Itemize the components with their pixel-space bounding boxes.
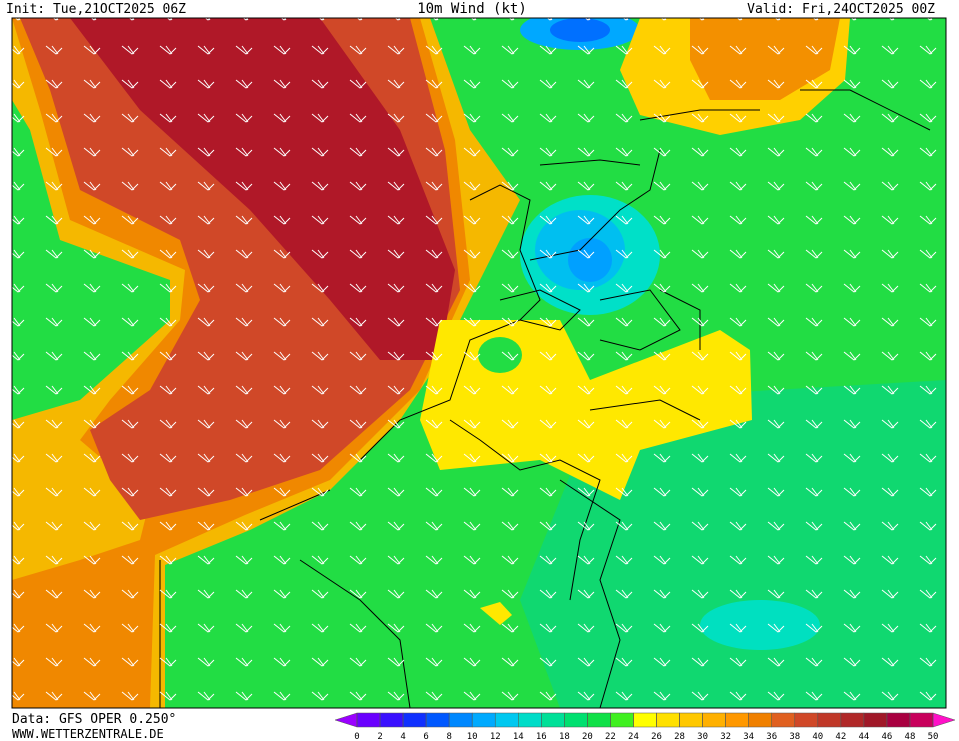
colorbar-label: 10 <box>467 732 478 741</box>
colorbar-swatch <box>909 712 934 728</box>
colorbar-swatch <box>656 712 680 728</box>
colorbar-label: 6 <box>423 732 428 741</box>
map-title: 10m Wind (kt) <box>417 1 527 17</box>
colorbar-swatch <box>425 712 450 728</box>
colorbar-swatch <box>448 712 473 728</box>
colorbar-label: 36 <box>766 732 777 741</box>
colorbar-swatch <box>725 712 749 728</box>
site-credit: WWW.WETTERZENTRALE.DE <box>12 727 164 741</box>
colorbar-label: 44 <box>858 732 869 741</box>
colorbar-label: 2 <box>377 732 382 741</box>
colorbar-label: 0 <box>354 732 359 741</box>
colorbar-label: 40 <box>812 732 823 741</box>
colorbar-label: 24 <box>628 732 639 741</box>
colorbar-label: 50 <box>928 732 939 741</box>
wind-map <box>12 18 946 708</box>
colorbar-label: 8 <box>446 732 451 741</box>
colorbar-label: 4 <box>400 732 405 741</box>
colorbar-label: 16 <box>536 732 547 741</box>
colorbar-swatch <box>863 712 888 728</box>
colorbar-swatch <box>794 712 819 728</box>
colorbar-label: 12 <box>490 732 501 741</box>
colorbar-label: 18 <box>559 732 570 741</box>
valid-time: Valid: Fri,24OCT2025 00Z <box>747 2 935 17</box>
colorbar-swatch <box>518 712 542 728</box>
colorbar-swatch <box>886 712 911 728</box>
colorbar-swatch <box>610 712 634 728</box>
colorbar: 0 2 4 6 8 10 12 14 16 18 20 22 24 26 28 30 32 34 36 38 40 42 4… <box>334 712 956 741</box>
colorbar-swatch <box>633 712 657 728</box>
colorbar-swatch <box>471 712 496 728</box>
colorbar-swatch <box>402 712 427 728</box>
colorbar-label: 14 <box>513 732 524 741</box>
colorbar-swatch <box>679 712 703 728</box>
colorbar-label: 42 <box>835 732 846 741</box>
colorbar-label: 20 <box>582 732 593 741</box>
colorbar-swatch <box>541 712 565 728</box>
data-source: Data: GFS OPER 0.250° <box>12 712 176 727</box>
colorbar-swatch <box>771 712 796 728</box>
colorbar-label: 34 <box>743 732 754 741</box>
colorbar-label: 22 <box>605 732 616 741</box>
colorbar-label: 46 <box>881 732 892 741</box>
colorbar-swatch <box>564 712 588 728</box>
colorbar-swatch <box>840 712 865 728</box>
colorbar-swatch <box>494 712 519 728</box>
init-time: Init: Tue,21OCT2025 06Z <box>6 2 186 17</box>
colorbar-label: 26 <box>651 732 662 741</box>
colorbar-swatch <box>356 712 381 728</box>
colorbar-arrow <box>334 712 358 728</box>
colorbar-label: 28 <box>674 732 685 741</box>
colorbar-swatch <box>587 712 611 728</box>
colorbar-arrow <box>932 712 956 728</box>
colorbar-label: 32 <box>720 732 731 741</box>
colorbar-swatch <box>702 712 726 728</box>
colorbar-label: 30 <box>697 732 708 741</box>
colorbar-swatch <box>817 712 842 728</box>
colorbar-swatch <box>379 712 404 728</box>
colorbar-swatch <box>748 712 772 728</box>
colorbar-label: 38 <box>789 732 800 741</box>
colorbar-label: 48 <box>905 732 916 741</box>
